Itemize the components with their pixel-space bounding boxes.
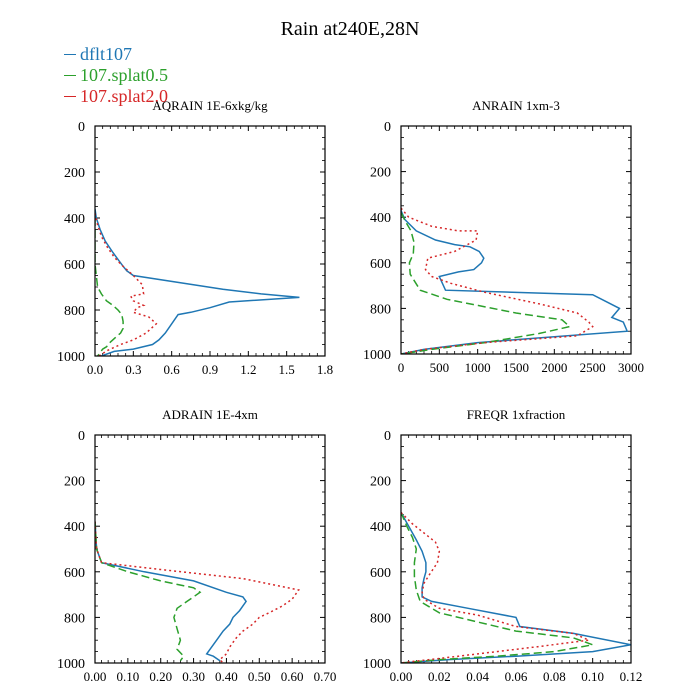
y-tick-label: 1000 [57, 350, 85, 365]
x-tick-label: 1500 [503, 360, 529, 375]
x-tick-label: 0.60 [281, 669, 304, 684]
x-tick-label: 3000 [618, 360, 644, 375]
y-tick-label: 200 [64, 166, 85, 181]
panel-2: ANRAIN 1xm-3 0 200 400 600 800 1000 0 500 1000 150… [363, 98, 644, 375]
series-line-107.splat0.5 [401, 212, 572, 354]
y-tick-label: 600 [64, 566, 85, 581]
y-tick-label: 400 [64, 520, 85, 535]
x-tick-label: 1.5 [279, 362, 295, 377]
panel-frame [94, 125, 326, 357]
series-line-dflt107 [401, 210, 629, 354]
legend-label-dflt107: dflt107 [80, 44, 132, 64]
x-tick-label: 0.6 [164, 362, 181, 377]
series-line-dflt107 [401, 512, 631, 663]
y-tick-label: 600 [370, 566, 391, 581]
y-tick-label: 0 [78, 120, 85, 135]
legend-label-splat05: 107.splat0.5 [80, 65, 168, 85]
y-tick-label: 600 [64, 258, 85, 273]
x-tick-label: 0.12 [620, 669, 643, 684]
x-tick-label: 0.50 [248, 669, 271, 684]
x-tick-label: 0.0 [87, 362, 103, 377]
y-tick-label: 600 [370, 257, 391, 272]
y-tick-label: 800 [370, 302, 391, 317]
x-tick-label: 0.20 [149, 669, 172, 684]
series-line-107.splat2.0 [95, 213, 158, 356]
y-tick-label: 200 [370, 475, 391, 490]
x-tick-label: 0.10 [581, 669, 604, 684]
y-tick-label: 800 [64, 611, 85, 626]
panel-frame [400, 125, 632, 355]
legend-swatch-dflt107 [64, 54, 76, 55]
x-tick-label: 0.40 [215, 669, 238, 684]
y-tick-label: 0 [78, 429, 85, 444]
y-tick-label: 400 [370, 211, 391, 226]
legend-swatch-splat20 [64, 96, 76, 97]
y-tick-label: 800 [370, 611, 391, 626]
y-tick-label: 1000 [57, 657, 85, 672]
legend: dflt107 107.splat0.5 107.splat2.0 [64, 44, 168, 107]
figure-title: Rain at240E,28N [280, 18, 420, 40]
y-tick-label: 400 [370, 520, 391, 535]
y-tick-label: 1000 [363, 348, 391, 363]
y-tick-label: 800 [64, 304, 85, 319]
x-tick-label: 0.08 [543, 669, 566, 684]
series-line-107.splat2.0 [95, 521, 300, 663]
panel-title: FREQR 1xfraction [467, 407, 566, 422]
y-tick-label: 200 [370, 166, 391, 181]
x-tick-label: 500 [430, 360, 450, 375]
legend-swatch-splat05 [64, 75, 76, 76]
panel-title: ADRAIN 1E-4xm [162, 407, 258, 422]
x-tick-label: 1.2 [240, 362, 256, 377]
y-tick-label: 0 [384, 429, 391, 444]
panel-title: ANRAIN 1xm-3 [472, 98, 560, 113]
x-tick-label: 0.70 [314, 669, 337, 684]
series-line-107.splat2.0 [401, 207, 594, 354]
legend-item-splat20: 107.splat2.0 [64, 86, 168, 107]
x-tick-label: 0.00 [390, 669, 413, 684]
y-tick-label: 0 [384, 120, 391, 135]
panel-frame [400, 434, 632, 664]
x-tick-label: 0.02 [428, 669, 451, 684]
series-line-dflt107 [95, 208, 300, 356]
y-tick-label: 1000 [363, 657, 391, 672]
y-tick-label: 200 [64, 475, 85, 490]
series-line-107.splat0.5 [401, 512, 596, 663]
x-tick-label: 0.04 [466, 669, 489, 684]
x-tick-label: 0.00 [84, 669, 107, 684]
y-tick-label: 400 [64, 212, 85, 227]
x-tick-label: 0.3 [125, 362, 141, 377]
legend-item-splat05: 107.splat0.5 [64, 65, 168, 86]
x-tick-label: 2500 [580, 360, 606, 375]
x-tick-label: 0.30 [182, 669, 205, 684]
x-tick-label: 0.06 [505, 669, 528, 684]
x-tick-label: 0.10 [116, 669, 139, 684]
x-tick-label: 1.8 [317, 362, 333, 377]
legend-item-dflt107: dflt107 [64, 44, 168, 65]
x-tick-label: 2000 [541, 360, 567, 375]
series-line-107.splat2.0 [401, 511, 592, 663]
panel-title: AQRAIN 1E-6xkg/kg [152, 98, 268, 113]
series-line-107.splat0.5 [95, 218, 124, 356]
x-tick-label: 0 [398, 360, 405, 375]
panel-frame [94, 434, 326, 664]
series-line-107.splat0.5 [95, 521, 202, 662]
x-tick-label: 0.9 [202, 362, 218, 377]
series-line-dflt107 [95, 521, 248, 662]
legend-label-splat20: 107.splat2.0 [80, 86, 168, 106]
x-tick-label: 1000 [465, 360, 491, 375]
